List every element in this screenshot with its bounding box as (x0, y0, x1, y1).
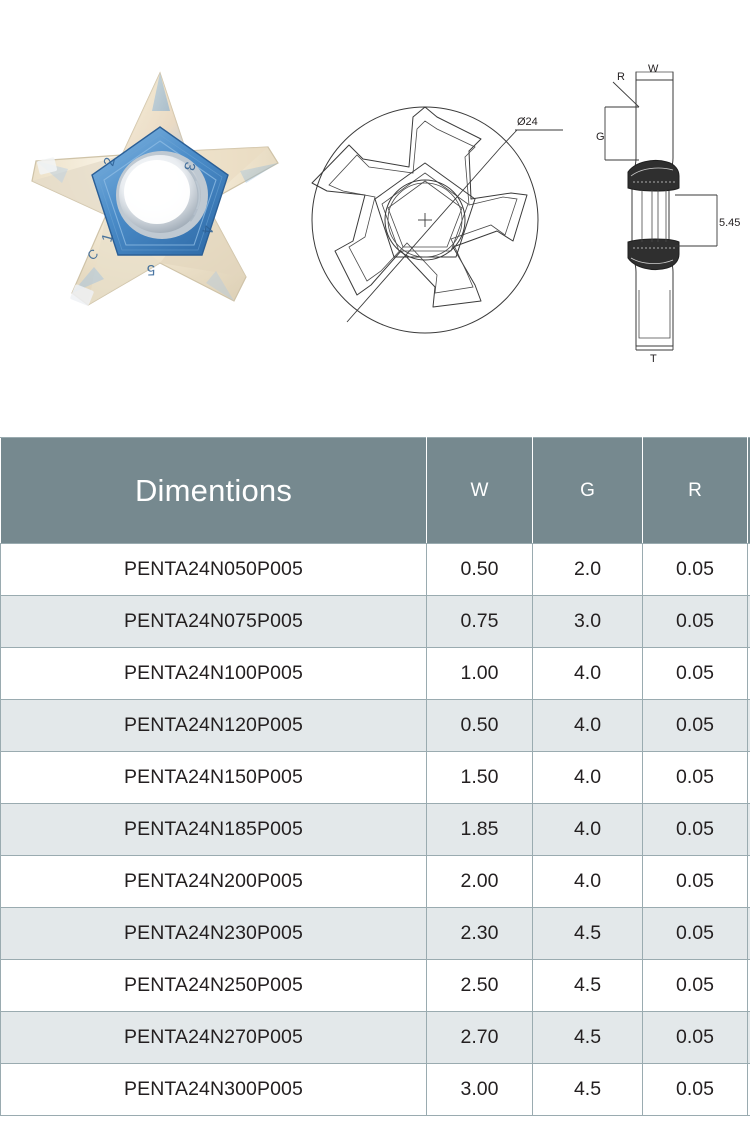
cell-part-number: PENTA24N100P005 (0, 647, 427, 700)
cell-r: 0.05 (642, 595, 748, 648)
bore-outer-circle (384, 179, 466, 261)
cell-part-number: PENTA24N120P005 (0, 699, 427, 752)
header-dimentions: Dimentions (0, 437, 427, 544)
upper-cutting-band (627, 159, 680, 192)
header-g: G (532, 437, 643, 544)
cell-r: 0.05 (642, 543, 748, 596)
cell-w: 2.50 (426, 959, 533, 1012)
cell-part-number: PENTA24N270P005 (0, 1011, 427, 1064)
cell-g: 4.0 (532, 647, 643, 700)
dimension-t-label: T (650, 353, 657, 365)
cell-r: 0.05 (642, 855, 748, 908)
figures-panel: 1 2 3 4 5 C (0, 0, 750, 430)
diameter-leader-line (346, 146, 502, 323)
penta-insert-photo: 1 2 3 4 5 C (10, 55, 300, 355)
table-row: PENTA24N200P005 2.00 4.0 0.05 (0, 855, 750, 908)
dimension-r-label: R (617, 71, 625, 83)
dimension-w-label: W (648, 63, 659, 75)
dimension-thickness-label: 5.45 (719, 217, 740, 229)
cell-g: 2.0 (532, 543, 643, 596)
cell-r: 0.05 (642, 959, 748, 1012)
pocket-marking-5: 5 (147, 261, 156, 278)
header-r: R (642, 437, 748, 544)
dimension-t: T (635, 343, 674, 365)
cell-r: 0.05 (642, 1011, 748, 1064)
table-row: PENTA24N230P005 2.30 4.5 0.05 (0, 907, 750, 960)
cell-g: 4.0 (532, 699, 643, 752)
cell-g: 4.5 (532, 1011, 643, 1064)
cell-part-number: PENTA24N250P005 (0, 959, 427, 1012)
cell-r: 0.05 (642, 907, 748, 960)
header-w: W (426, 437, 533, 544)
cell-g: 3.0 (532, 595, 643, 648)
dimension-w: W (635, 63, 674, 105)
center-mark (418, 213, 432, 227)
dimension-r: R (612, 71, 640, 108)
cell-r: 0.05 (642, 699, 748, 752)
cell-part-number: PENTA24N300P005 (0, 1063, 427, 1116)
cell-w: 0.75 (426, 595, 533, 648)
cell-r: 0.05 (642, 803, 748, 856)
insert-bore (116, 151, 208, 239)
top-view-graphic: Ø24 (311, 106, 563, 334)
table-row: PENTA24N270P005 2.70 4.5 0.05 (0, 1011, 750, 1064)
cell-w: 2.70 (426, 1011, 533, 1064)
insert-photo-graphic: 1 2 3 4 5 C (31, 71, 279, 306)
cell-part-number: PENTA24N200P005 (0, 855, 427, 908)
cell-w: 2.00 (426, 855, 533, 908)
table-body: PENTA24N050P005 0.50 2.0 0.05 PENTA24N075P00… (0, 543, 750, 1116)
table-row: PENTA24N050P005 0.50 2.0 0.05 (0, 543, 750, 596)
dimension-thickness: 5.45 (675, 194, 740, 247)
cell-w: 3.00 (426, 1063, 533, 1116)
cell-g: 4.0 (532, 855, 643, 908)
cell-w: 1.50 (426, 751, 533, 804)
cell-g: 4.5 (532, 907, 643, 960)
cell-g: 4.5 (532, 959, 643, 1012)
pocket-contours (374, 162, 476, 258)
specification-table-wrapper: Dimentions W G R PENTA24N050P005 0.50 2.0 0… (0, 437, 750, 1116)
table-row: PENTA24N120P005 0.50 4.0 0.05 (0, 699, 750, 752)
side-view-drawing: W R G 5.45 (595, 50, 750, 365)
cell-w: 0.50 (426, 543, 533, 596)
cell-part-number: PENTA24N075P005 (0, 595, 427, 648)
cell-r: 0.05 (642, 647, 748, 700)
cell-part-number: PENTA24N185P005 (0, 803, 427, 856)
cell-w: 0.50 (426, 699, 533, 752)
cell-r: 0.05 (642, 1063, 748, 1116)
table-header-row: Dimentions W G R (0, 437, 750, 544)
cell-w: 2.30 (426, 907, 533, 960)
table-row: PENTA24N250P005 2.50 4.5 0.05 (0, 959, 750, 1012)
bore-inner-circle (387, 182, 463, 258)
table-row: PENTA24N075P005 0.75 3.0 0.05 (0, 595, 750, 648)
cell-g: 4.5 (532, 1063, 643, 1116)
table-row: PENTA24N300P005 3.00 4.5 0.05 (0, 1063, 750, 1116)
cell-g: 4.0 (532, 751, 643, 804)
cell-w: 1.00 (426, 647, 533, 700)
cell-part-number: PENTA24N150P005 (0, 751, 427, 804)
cell-part-number: PENTA24N050P005 (0, 543, 427, 596)
cell-g: 4.0 (532, 803, 643, 856)
cell-r: 0.05 (642, 751, 748, 804)
dimension-g: G (596, 106, 639, 161)
specification-table: Dimentions W G R PENTA24N050P005 0.50 2.0 0… (0, 437, 750, 1116)
cell-part-number: PENTA24N230P005 (0, 907, 427, 960)
diameter-label: Ø24 (517, 116, 538, 128)
side-view-graphic: W R G 5.45 (596, 63, 740, 365)
web-section (641, 190, 667, 242)
top-view-drawing: Ø24 (305, 55, 605, 355)
dimension-g-label: G (596, 131, 605, 143)
star-outline (311, 106, 528, 308)
insert-profile (631, 71, 674, 347)
cell-w: 1.85 (426, 803, 533, 856)
table-row: PENTA24N100P005 1.00 4.0 0.05 (0, 647, 750, 700)
lower-cutting-band (627, 238, 680, 271)
cell-overflow (747, 1063, 750, 1116)
pocket-marking-4: 4 (198, 225, 216, 235)
table-row: PENTA24N150P005 1.50 4.0 0.05 (0, 751, 750, 804)
table-row: PENTA24N185P005 1.85 4.0 0.05 (0, 803, 750, 856)
